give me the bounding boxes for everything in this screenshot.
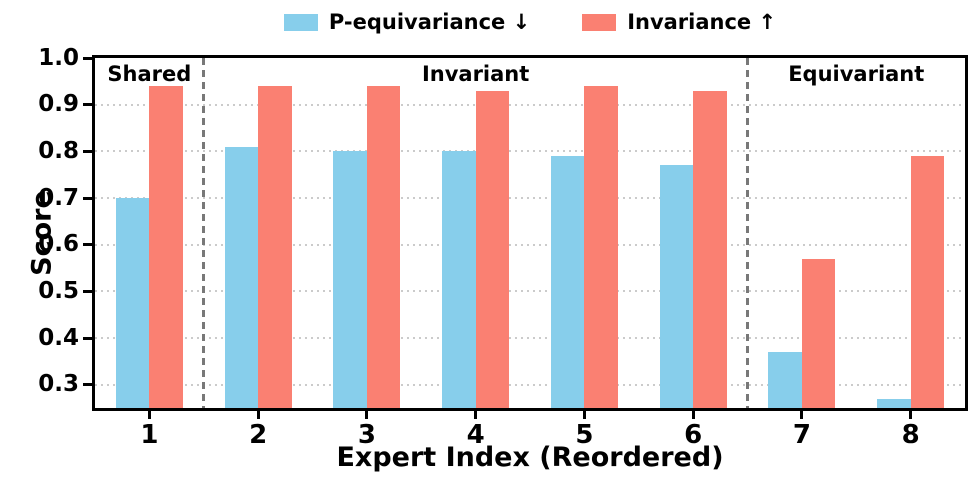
bar-expert1-series0 (115, 198, 150, 408)
y-tick-label: 0.4 (38, 324, 79, 351)
x-tick-mark (691, 411, 695, 419)
x-tick-mark (909, 411, 913, 419)
legend: P-equivariance ↓ Invariance ↑ (95, 8, 965, 36)
legend-label-p-equivariance: P-equivariance ↓ (328, 9, 531, 34)
plot-area: 1.0 0.9 0.8 0.7 0.6 0.5 0.4 0.3 1 2 3 4 5 6 7 8 Shared In… (38, 46, 965, 448)
legend-item-invariance: Invariance ↑ (582, 9, 777, 34)
bar-expert1-series1 (149, 86, 183, 408)
p-equivariance-swatch (283, 13, 318, 31)
legend-item-p-equivariance: P-equivariance ↓ (283, 9, 531, 34)
y-tick-label: 0.3 (38, 371, 79, 398)
gridline (95, 383, 965, 386)
bar-expert7-series1 (801, 258, 836, 408)
x-tick-label: 2 (249, 420, 268, 450)
x-tick-mark (800, 411, 804, 419)
bar-expert4-series0 (442, 151, 476, 408)
y-tick-mark (83, 196, 92, 200)
gridline (95, 150, 965, 153)
x-tick-label: 6 (684, 420, 703, 450)
x-tick-label: 3 (357, 420, 376, 450)
x-tick-mark (365, 411, 369, 419)
y-tick-label: 0.5 (38, 277, 79, 304)
x-tick-label: 7 (792, 420, 811, 450)
y-tick-label: 1.0 (38, 44, 79, 71)
x-axis-title: Expert Index (Reordered) (336, 442, 724, 473)
gridline (95, 290, 965, 293)
bar-expert5-series1 (584, 86, 618, 408)
section-label-shared: Shared (107, 62, 192, 86)
y-tick-mark (83, 383, 92, 387)
gridline (95, 337, 965, 339)
bar-expert3-series0 (333, 151, 367, 408)
bar-expert8-series1 (910, 156, 944, 408)
section-divider (746, 58, 749, 408)
bar-expert2-series0 (224, 146, 259, 408)
x-tick-mark (256, 411, 260, 419)
x-tick-mark (147, 411, 151, 419)
y-tick-mark (83, 149, 92, 153)
bar-expert5-series0 (550, 156, 585, 408)
y-tick-mark (83, 336, 92, 340)
x-tick-label: 4 (466, 420, 485, 450)
x-tick-label: 8 (901, 420, 920, 450)
section-label-invariant: Invariant (421, 62, 530, 86)
bar-expert2-series1 (258, 86, 292, 408)
y-tick-label: 0.9 (38, 91, 79, 118)
bar-expert6-series1 (693, 90, 727, 408)
bar-expert8-series0 (877, 398, 911, 408)
y-tick-label: 0.7 (38, 184, 79, 211)
section-label-equivariant: Equivariant (788, 62, 925, 86)
x-tick-mark (582, 411, 586, 419)
gridline (95, 243, 965, 246)
gridline (95, 197, 965, 199)
y-tick-mark (83, 56, 92, 60)
x-tick-label: 5 (575, 420, 594, 450)
x-tick-label: 1 (140, 420, 159, 450)
bar-expert6-series0 (659, 165, 694, 408)
x-tick-mark (474, 411, 478, 419)
plot-frame (92, 55, 968, 411)
bar-expert7-series0 (768, 352, 802, 408)
legend-label-invariance: Invariance ↑ (627, 9, 777, 34)
gridline (95, 103, 965, 106)
y-tick-mark (83, 103, 92, 107)
bar-expert4-series1 (475, 90, 509, 408)
y-tick-mark (83, 243, 92, 247)
section-divider (202, 58, 206, 408)
invariance-swatch (582, 13, 617, 31)
y-tick-label: 0.6 (38, 231, 79, 258)
bar-expert3-series1 (366, 86, 401, 408)
y-tick-mark (83, 289, 92, 293)
y-tick-label: 0.8 (38, 137, 79, 164)
